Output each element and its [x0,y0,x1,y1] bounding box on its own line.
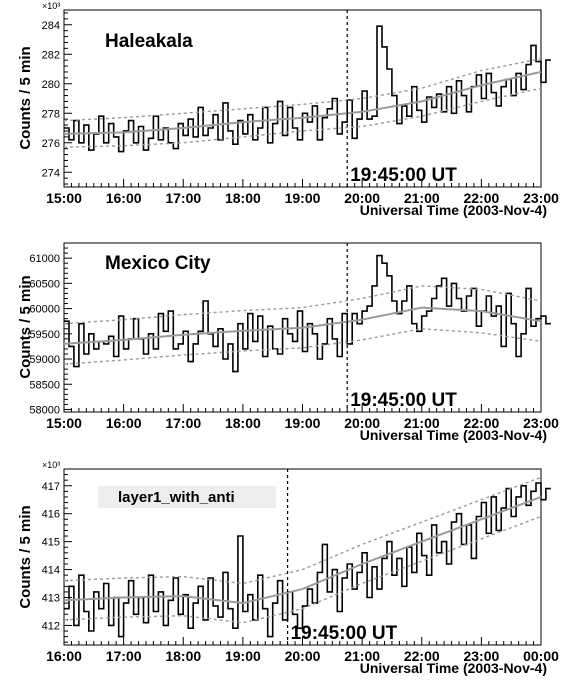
y-tick-label: 278 [42,108,60,120]
y-tick-label: 58000 [29,404,60,416]
x-tick-label: 23:00 [523,415,559,431]
y-tick-label: 412 [42,620,60,632]
x-tick-label: 18:00 [225,415,261,431]
y-tick-label: 413 [42,593,60,605]
y-tick-label: 58500 [29,379,60,391]
y-tick-label: 59000 [29,354,60,366]
x-axis-label: Universal Time (2003-Nov-4) [360,660,547,676]
y-tick-label: 415 [42,537,60,549]
band-dashed-series [63,476,542,585]
x-tick-label: 18:00 [165,648,201,664]
chart-title: Haleakala [105,31,193,52]
band-dashed-series [63,285,542,325]
x-tick-label: 17:00 [106,648,142,664]
chart-panel-3: layer1_with_anti Counts / 5 min ×10³ 412 413… [17,460,559,676]
x-tick-label: 22:00 [404,648,440,664]
y-axis-multiplier: ×10³ [42,460,60,470]
trend-series [63,495,542,605]
y-axis-label: Counts / 5 min [17,46,34,149]
chart-panel-2: Mexico City Counts / 5 min 58000 58500 59000… [17,242,559,443]
y-tick-label: 61000 [29,253,60,265]
band-dashed-series [63,515,542,624]
y-axis-label: Counts / 5 min [17,275,34,378]
event-label: 19:45:00 UT [291,623,398,644]
x-tick-label: 20:00 [344,415,380,431]
y-tick-label: 274 [42,167,60,179]
band-dashed-series [63,328,542,365]
y-tick-label: 60500 [29,278,60,290]
x-tick-label: 17:00 [165,190,201,206]
x-tick-label: 22:00 [463,190,499,206]
chart-title: Mexico City [105,253,211,274]
x-tick-label: 00:00 [523,648,559,664]
y-tick-label: 414 [42,565,60,577]
x-tick-label: 19:00 [285,415,321,431]
chart-title: layer1_with_anti [118,489,235,506]
x-tick-label: 21:00 [404,190,440,206]
band-dashed-series [63,87,542,148]
y-tick-label: 280 [42,79,60,91]
x-tick-label: 21:00 [344,648,380,664]
chart-panel-1: Haleakala Counts / 5 min ×10³ 274 276 278 280 2… [17,1,559,218]
x-tick-label: 16:00 [46,648,82,664]
x-tick-label: 16:00 [106,415,142,431]
band-dashed-series [63,58,542,122]
y-tick-label: 284 [42,20,60,32]
x-tick-label: 22:00 [463,415,499,431]
x-tick-label: 19:00 [285,190,321,206]
y-tick-label: 417 [42,481,60,493]
x-tick-label: 20:00 [344,190,380,206]
x-tick-label: 18:00 [225,190,261,206]
x-tick-label: 21:00 [404,415,440,431]
x-tick-label: 23:00 [523,190,559,206]
x-tick-label: 19:00 [225,648,261,664]
x-tick-label: 15:00 [46,190,82,206]
event-label: 19:45:00 UT [350,165,457,186]
y-tick-label: 282 [42,49,60,61]
y-tick-label: 416 [42,509,60,521]
trend-series [63,70,542,135]
y-tick-label: 276 [42,138,60,150]
x-tick-label: 16:00 [106,190,142,206]
y-tick-label: 59500 [29,329,60,341]
y-axis-multiplier: ×10³ [42,1,60,11]
x-tick-label: 17:00 [165,415,201,431]
title-box [98,486,276,508]
y-axis-label: Counts / 5 min [17,505,34,608]
x-tick-label: 15:00 [46,415,82,431]
x-axis-label: Universal Time (2003-Nov-4) [360,427,547,443]
y-tick-label: 60000 [29,304,60,316]
x-axis-label: Universal Time (2003-Nov-4) [360,202,547,218]
x-tick-label: 23:00 [463,648,499,664]
counts-step-series [64,254,551,373]
event-label: 19:45:00 UT [350,390,457,411]
x-tick-label: 20:00 [285,648,321,664]
trend-series [63,306,542,345]
